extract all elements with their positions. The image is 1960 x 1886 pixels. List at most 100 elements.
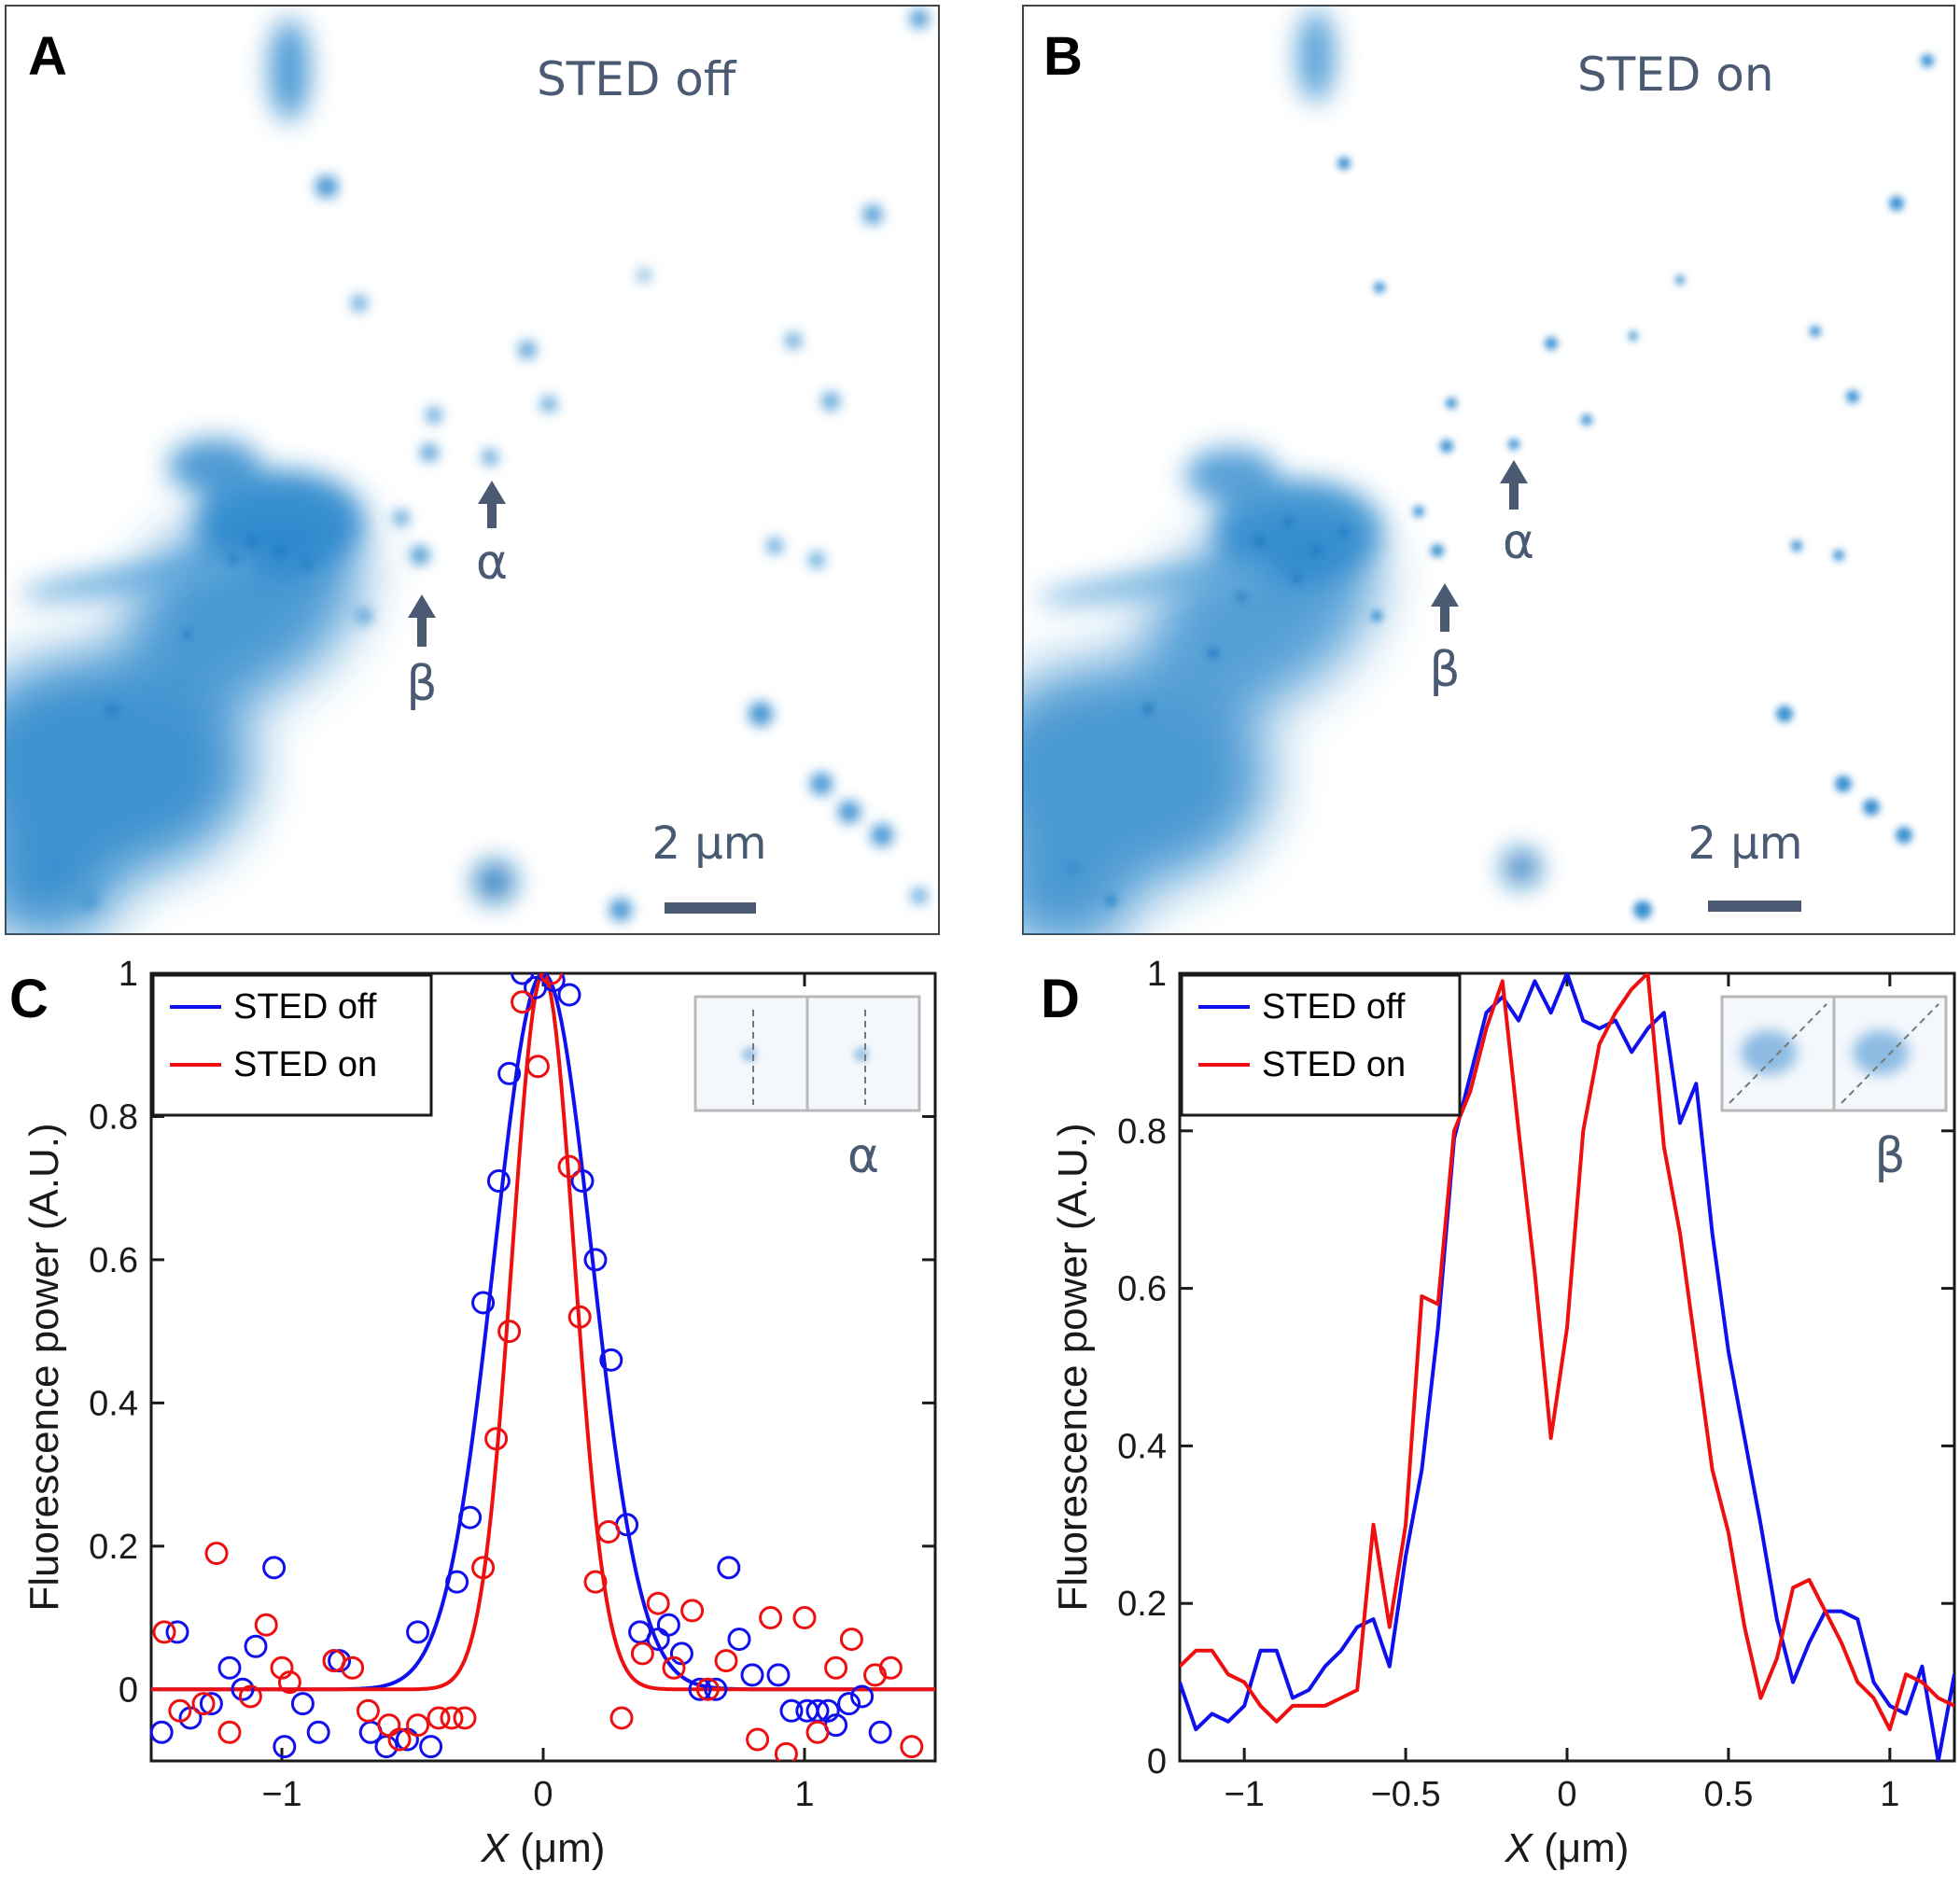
y-tick-label: 1 — [119, 955, 138, 994]
panel-a-letter: A — [28, 26, 67, 87]
data-point-sted-on — [204, 1541, 229, 1565]
data-point-sted-on — [557, 1154, 581, 1179]
data-point-sted-on — [440, 1706, 464, 1730]
legend: STED off STED on — [1180, 973, 1462, 1117]
inset-spot — [854, 1047, 869, 1062]
data-point-sted-on — [406, 1713, 430, 1738]
data-point-sted-on — [805, 1720, 830, 1744]
data-point-sted-off — [816, 1698, 840, 1723]
data-point-sted-off — [599, 1348, 623, 1372]
data-point-sted-off — [656, 1613, 680, 1637]
legend-label: STED off — [233, 987, 377, 1027]
data-point-sted-on — [525, 1055, 550, 1079]
panel-a: A STED off α β 2 μm — [5, 5, 940, 935]
y-tick-label: 0.8 — [89, 1097, 138, 1137]
inset-thumbnails — [1720, 995, 1948, 1112]
inset-spot — [1853, 1030, 1909, 1075]
data-point-sted-off — [850, 1684, 875, 1709]
x-tick-label: −1 — [261, 1775, 301, 1814]
data-point-sted-on — [152, 1620, 176, 1644]
data-point-sted-on — [497, 1320, 522, 1344]
data-point-sted-on — [695, 1677, 720, 1701]
y-axis-label: Fluorescence power (A.U.) — [1050, 1123, 1096, 1611]
data-point-sted-off — [511, 973, 535, 985]
data-point-sted-off — [704, 1677, 728, 1701]
arrow-alpha-icon — [1500, 460, 1528, 510]
data-point-sted-on — [774, 1741, 798, 1761]
panel-b-scalebar-label: 2 μm — [1687, 817, 1802, 870]
legend-label: STED off — [1262, 987, 1406, 1027]
x-tick-label: 1 — [1880, 1775, 1899, 1814]
panel-b-image — [1023, 9, 1934, 934]
data-point-sted-on — [191, 1692, 216, 1716]
data-point-sted-off — [471, 1291, 496, 1315]
y-tick-label: 0 — [119, 1670, 138, 1710]
x-tick-label: 1 — [794, 1775, 814, 1814]
data-point-sted-on — [714, 1649, 738, 1673]
data-point-sted-off — [199, 1692, 223, 1716]
data-point-sted-on — [662, 1655, 686, 1680]
inset-thumbnails — [693, 995, 921, 1112]
data-point-sted-on — [254, 1613, 278, 1637]
data-point-sted-off — [231, 1677, 255, 1701]
y-tick-label: 0.8 — [1117, 1112, 1167, 1152]
arrow-beta-icon — [1431, 583, 1459, 632]
data-point-sted-off — [244, 1634, 268, 1658]
y-tick-label: 1 — [1147, 955, 1167, 994]
data-point-sted-off — [779, 1698, 804, 1723]
inset-profile-line — [1841, 1003, 1939, 1104]
inset-label: α — [847, 1128, 879, 1184]
data-point-sted-on — [387, 1727, 412, 1752]
panel-a-image — [6, 9, 929, 934]
data-point-sted-on — [427, 1706, 451, 1730]
data-point-sted-on — [539, 973, 563, 985]
data-point-sted-on — [824, 1655, 848, 1680]
panel-b-title: STED on — [1577, 48, 1774, 102]
data-point-sted-on — [680, 1599, 705, 1623]
arrow-alpha-label: α — [476, 535, 508, 591]
y-tick-label: 0.4 — [89, 1384, 138, 1423]
data-point-sted-on — [341, 1655, 365, 1680]
data-point-sted-off — [458, 1505, 483, 1530]
data-point-sted-off — [669, 1642, 693, 1666]
y-tick-label: 0.4 — [1117, 1427, 1167, 1466]
arrow-beta-label: β — [406, 656, 437, 712]
data-point-sted-off — [406, 1620, 430, 1644]
arrow-alpha-label: α — [1503, 514, 1534, 570]
data-point-sted-off — [570, 1169, 595, 1194]
arrow-alpha-icon — [478, 481, 506, 528]
data-point-sted-on — [759, 1606, 783, 1630]
y-tick-label: 0.6 — [1117, 1270, 1167, 1309]
data-point-sted-off — [583, 1248, 608, 1272]
data-point-sted-off — [273, 1735, 297, 1759]
series-line-sted-on — [1180, 973, 1954, 1732]
data-point-sted-on — [792, 1606, 817, 1630]
data-point-sted-off — [306, 1720, 330, 1744]
data-point-sted-on — [839, 1628, 863, 1652]
data-point-sted-off — [165, 1620, 189, 1644]
panel-d-letter: D — [1041, 969, 1080, 1029]
data-point-sted-off — [149, 1720, 174, 1744]
panel-c-letter: C — [9, 969, 49, 1029]
data-point-sted-on — [238, 1684, 262, 1709]
data-point-sted-off — [740, 1663, 764, 1687]
data-point-sted-off — [486, 1169, 511, 1194]
data-point-sted-on — [746, 1727, 770, 1752]
y-axis-label: Fluorescence power (A.U.) — [21, 1123, 67, 1611]
data-point-sted-on — [596, 1519, 621, 1544]
panel-b-letter: B — [1043, 26, 1083, 87]
data-point-sted-off — [688, 1677, 712, 1701]
data-point-sted-on — [646, 1591, 670, 1615]
arrow-beta-label: β — [1429, 642, 1460, 698]
x-tick-label: 0 — [1557, 1775, 1576, 1814]
data-point-sted-on — [511, 990, 535, 1014]
y-tick-label: 0.6 — [89, 1241, 138, 1280]
inset-profile-line — [1729, 1003, 1827, 1104]
data-point-sted-off — [217, 1655, 242, 1680]
data-point-sted-off — [497, 1061, 522, 1085]
data-point-sted-off — [717, 1556, 741, 1580]
y-tick-label: 0.2 — [1117, 1585, 1167, 1624]
x-tick-label: −1 — [1225, 1775, 1265, 1814]
panel-a-title: STED off — [537, 52, 737, 106]
